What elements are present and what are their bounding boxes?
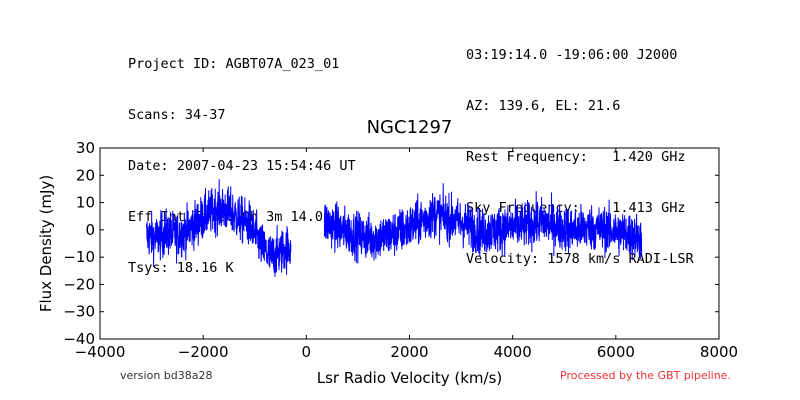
observation-info-right: 03:19:14.0 -19:06:00 J2000 AZ: 139.6, EL… — [466, 13, 694, 285]
y-tick-label: −20 — [63, 275, 95, 293]
spectrum-segment-1 — [145, 179, 292, 277]
observation-info-left: Project ID: AGBT07A_023_01 Scans: 34-37 … — [128, 22, 356, 294]
x-tick-label: 0 — [302, 343, 312, 361]
y-tick-label: 10 — [76, 194, 95, 212]
y-tick-label: 30 — [76, 139, 95, 157]
y-axis-label: Flux Density (mJy) — [37, 175, 55, 312]
y-tick-label: −10 — [63, 248, 95, 266]
project-id-line: Project ID: AGBT07A_023_01 — [128, 56, 340, 72]
pipeline-label: Processed by the GBT pipeline. — [560, 369, 731, 382]
scans-line: Scans: 34-37 — [128, 107, 226, 123]
spectrum-segment-2 — [323, 183, 643, 264]
chart-title: NGC1297 — [367, 117, 453, 138]
x-tick-label: 8000 — [700, 343, 738, 361]
x-tick-label: −4000 — [75, 343, 126, 361]
rest-frequency-line: Rest Frequency: 1.420 GHz — [466, 149, 686, 165]
x-axis-label: Lsr Radio Velocity (km/s) — [317, 369, 503, 387]
y-tick-label: 20 — [76, 166, 95, 184]
az-el-line: AZ: 139.6, EL: 21.6 — [466, 98, 621, 114]
x-tick-label: 6000 — [597, 343, 635, 361]
y-tick-label: −30 — [63, 303, 95, 321]
tsys-line: Tsys: 18.16 K — [128, 260, 234, 276]
version-label: version bd38a28 — [120, 369, 213, 382]
coordinates-line: 03:19:14.0 -19:06:00 J2000 — [466, 47, 678, 63]
x-tick-label: 2000 — [390, 343, 428, 361]
x-tick-label: 4000 — [494, 343, 532, 361]
y-tick-label: 0 — [85, 221, 95, 239]
x-tick-label: −2000 — [178, 343, 229, 361]
velocity-line: Velocity: 1578 km/s RADI-LSR — [466, 251, 694, 267]
y-tick-label: −40 — [63, 330, 95, 348]
date-line: Date: 2007-04-23 15:54:46 UT — [128, 158, 356, 174]
